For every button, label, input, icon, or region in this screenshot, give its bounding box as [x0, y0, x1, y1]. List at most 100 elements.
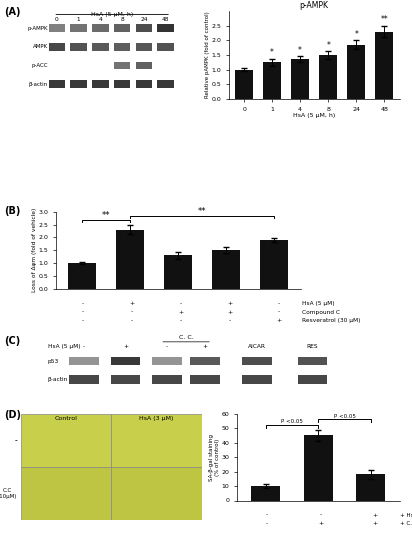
- Text: +: +: [203, 344, 208, 349]
- Text: RES: RES: [307, 344, 318, 349]
- Text: **: **: [102, 211, 110, 219]
- Text: *: *: [354, 30, 358, 38]
- Bar: [356, 475, 385, 500]
- Text: (C): (C): [4, 336, 20, 345]
- Bar: [319, 55, 337, 99]
- Bar: [111, 467, 202, 520]
- Text: **: **: [198, 207, 206, 216]
- Y-axis label: Loss of Δψm (fold of vehicle): Loss of Δψm (fold of vehicle): [32, 208, 37, 293]
- X-axis label: HsA (5 μM, h): HsA (5 μM, h): [293, 113, 335, 118]
- Text: +: +: [129, 301, 134, 306]
- Text: -: -: [166, 344, 168, 349]
- Bar: [111, 414, 202, 467]
- Title: p-AMPK: p-AMPK: [300, 1, 329, 10]
- Text: -: -: [266, 521, 268, 526]
- Bar: [70, 24, 87, 32]
- Bar: [235, 70, 253, 99]
- Text: *: *: [298, 46, 302, 54]
- Bar: [190, 357, 220, 365]
- Text: AMPK: AMPK: [33, 45, 48, 50]
- Text: +: +: [318, 521, 323, 526]
- Text: -: -: [131, 318, 133, 323]
- Bar: [157, 80, 174, 88]
- Text: (B): (B): [4, 206, 21, 216]
- Bar: [92, 43, 108, 51]
- Bar: [136, 43, 152, 51]
- Bar: [49, 80, 65, 88]
- Bar: [116, 230, 144, 289]
- Text: -: -: [278, 301, 280, 306]
- Text: -: -: [82, 318, 84, 323]
- Bar: [251, 486, 280, 500]
- Bar: [68, 263, 96, 289]
- Text: 1: 1: [77, 17, 80, 22]
- Bar: [114, 43, 130, 51]
- Text: -: -: [229, 318, 231, 323]
- Bar: [304, 436, 333, 500]
- Bar: [212, 250, 240, 289]
- Text: 48: 48: [162, 17, 169, 22]
- Bar: [298, 375, 327, 383]
- Text: -: -: [82, 310, 84, 315]
- Text: +: +: [276, 318, 281, 323]
- Text: β-actin: β-actin: [48, 377, 68, 382]
- Bar: [92, 24, 108, 32]
- Text: AICAR: AICAR: [248, 344, 266, 349]
- Text: HsA (3 μM): HsA (3 μM): [139, 416, 174, 421]
- Bar: [49, 24, 65, 32]
- Bar: [291, 59, 309, 99]
- Bar: [242, 375, 272, 383]
- Bar: [375, 31, 393, 99]
- Bar: [152, 375, 182, 383]
- Y-axis label: Relative pAMPK (fold of control): Relative pAMPK (fold of control): [205, 12, 210, 98]
- Text: *: *: [326, 41, 330, 50]
- Bar: [157, 24, 174, 32]
- Bar: [21, 467, 111, 520]
- Text: HsA (5 μM, h): HsA (5 μM, h): [91, 12, 133, 17]
- Text: *: *: [270, 48, 274, 57]
- Text: Control: Control: [54, 416, 77, 421]
- Text: **: **: [380, 15, 388, 24]
- Bar: [92, 80, 108, 88]
- Text: -: -: [14, 436, 17, 445]
- Bar: [114, 62, 130, 69]
- Bar: [114, 24, 130, 32]
- Text: + C.C (10 μM): + C.C (10 μM): [400, 521, 412, 526]
- Bar: [21, 414, 111, 467]
- Bar: [190, 375, 220, 383]
- Bar: [242, 357, 272, 365]
- Bar: [260, 240, 288, 289]
- Bar: [136, 24, 152, 32]
- Bar: [69, 357, 99, 365]
- Text: 24: 24: [140, 17, 147, 22]
- Bar: [111, 357, 140, 365]
- Text: + HsA (3 μM): + HsA (3 μM): [400, 513, 412, 518]
- Text: P <0.05: P <0.05: [281, 420, 303, 425]
- Text: P <0.05: P <0.05: [334, 414, 356, 419]
- Text: (D): (D): [4, 410, 21, 420]
- Text: -: -: [131, 310, 133, 315]
- Text: +: +: [372, 521, 378, 526]
- Bar: [70, 43, 87, 51]
- Bar: [136, 80, 152, 88]
- Bar: [347, 45, 365, 99]
- Bar: [136, 62, 152, 69]
- Text: (A): (A): [4, 7, 21, 16]
- Bar: [114, 80, 130, 88]
- Text: HsA (5 μM): HsA (5 μM): [302, 301, 334, 306]
- Text: 0: 0: [55, 17, 59, 22]
- Text: -: -: [320, 513, 322, 518]
- Text: -: -: [83, 344, 85, 349]
- Bar: [69, 375, 99, 383]
- Text: 4: 4: [98, 17, 102, 22]
- Text: β-actin: β-actin: [29, 82, 48, 87]
- Text: Compound C: Compound C: [302, 310, 339, 315]
- Text: +: +: [372, 513, 378, 518]
- Text: p53: p53: [48, 359, 59, 364]
- Bar: [263, 62, 281, 99]
- Bar: [157, 43, 174, 51]
- Text: -: -: [82, 301, 84, 306]
- Text: +: +: [178, 310, 183, 315]
- Text: -: -: [278, 310, 280, 315]
- Text: -: -: [180, 318, 182, 323]
